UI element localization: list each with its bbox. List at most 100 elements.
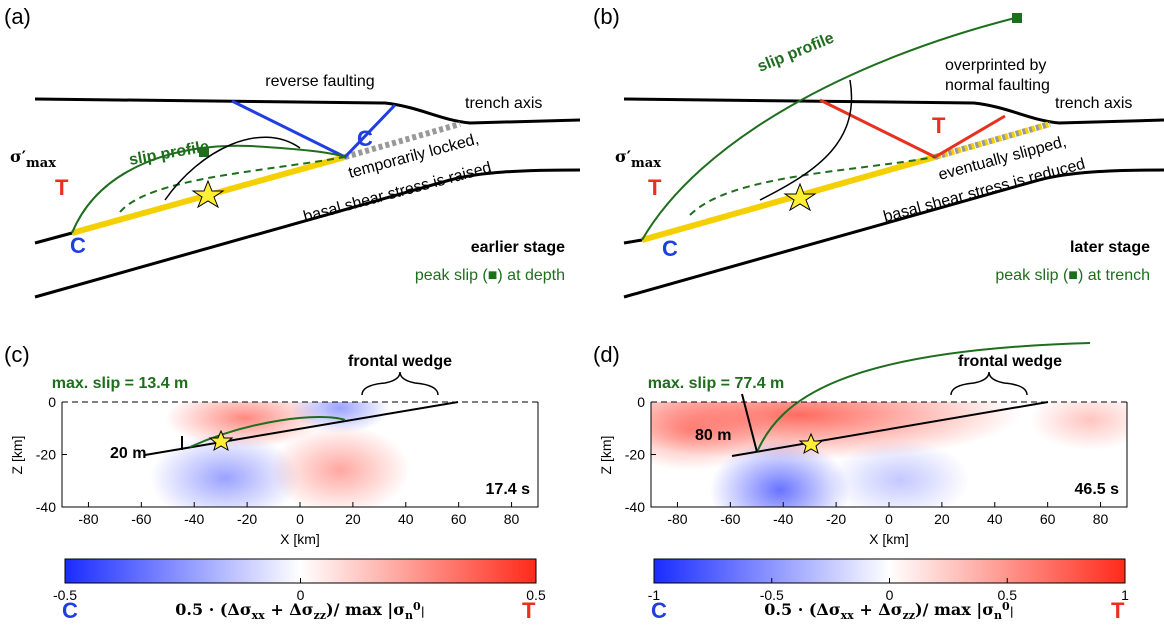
formula-part: )/ max |σ xyxy=(915,600,994,619)
slab-base xyxy=(34,168,581,299)
time-label: 17.4 s xyxy=(486,481,531,498)
formula-part: 0 xyxy=(413,600,421,613)
peak-marker xyxy=(1012,13,1022,23)
formula-part: 0 xyxy=(1002,600,1010,613)
annotation: trench axis xyxy=(465,95,542,112)
sigma-label: σ′max xyxy=(10,147,56,171)
x-tick-label: 20 xyxy=(345,511,361,527)
annotation: max. slip = 77.4 m xyxy=(648,375,785,392)
x-tick-label: -40 xyxy=(184,511,204,527)
compression-label: C xyxy=(357,126,373,151)
compression-label: C xyxy=(662,236,678,261)
time-label: 46.5 s xyxy=(1075,481,1120,498)
y-tick-label: 0 xyxy=(48,394,56,410)
brace xyxy=(950,371,1028,396)
colorbar-tick-label: 0 xyxy=(297,587,305,603)
shape xyxy=(150,433,300,507)
stage-label: earlier stage xyxy=(471,239,565,256)
formula-part: + Δσ xyxy=(265,600,314,619)
panel-c: (c) max. slip = 13.4 m frontal wedge 20 … xyxy=(4,342,546,623)
tension-label: T xyxy=(932,113,946,138)
slip-dashed xyxy=(119,156,346,213)
stress-field xyxy=(651,402,1127,507)
compression-label: C xyxy=(70,233,86,258)
x-tick-label: 60 xyxy=(1040,511,1056,527)
annotation: 80 m xyxy=(695,427,731,444)
y-tick-label: -20 xyxy=(36,447,56,463)
sigma-sub: max xyxy=(631,156,661,171)
panel-label: (a) xyxy=(4,4,31,29)
slip-profile-label: slip profile xyxy=(755,30,836,76)
y-tick-label: -40 xyxy=(36,499,56,515)
sigma: σ′ xyxy=(10,147,26,166)
interface xyxy=(623,238,643,245)
slip-curve xyxy=(756,342,1091,453)
annotation: trench axis xyxy=(1055,95,1132,112)
x-tick-label: -20 xyxy=(826,511,846,527)
panel-label: (d) xyxy=(593,342,620,367)
slip-profile-curve xyxy=(641,17,1016,241)
slip-arrow xyxy=(741,393,758,453)
fault xyxy=(144,401,459,456)
surface xyxy=(623,97,1164,125)
peak-marker xyxy=(199,147,209,157)
x-tick-label: 60 xyxy=(451,511,467,527)
trench-segment xyxy=(344,121,461,160)
y-axis-label: Z [km] xyxy=(598,436,614,475)
formula-part: | xyxy=(1010,605,1014,618)
colorbar-tick-label: 0.5 xyxy=(526,587,546,603)
annotation: 20 m xyxy=(110,445,146,462)
formula-part: zz xyxy=(314,609,327,622)
interface xyxy=(34,231,73,245)
hypocenter xyxy=(208,429,234,452)
formula-part: n xyxy=(994,609,1002,622)
x-tick-label: -20 xyxy=(237,511,257,527)
x-axis-label: X [km] xyxy=(869,531,909,547)
x-tick-label: -60 xyxy=(720,511,740,527)
x-tick-label: 20 xyxy=(934,511,950,527)
formula-part: )/ max |σ xyxy=(326,600,405,619)
colorbar-formula: 0.5 · (Δσxx + Δσzz)/ max |σn0| xyxy=(175,600,424,622)
x-tick-label: -40 xyxy=(773,511,793,527)
slab-base xyxy=(623,168,1164,299)
y-tick-label: -20 xyxy=(625,447,645,463)
shape xyxy=(710,440,850,507)
x-tick-label: -80 xyxy=(667,511,687,527)
x-axis-label: X [km] xyxy=(280,531,320,547)
hypocenter xyxy=(783,182,817,212)
formula-part: + Δσ xyxy=(854,600,903,619)
colorbar-label: C xyxy=(651,598,667,623)
annotation: frontal wedge xyxy=(958,353,1062,370)
shape xyxy=(270,425,410,507)
formula-part: zz xyxy=(903,609,916,622)
peak-label: peak slip (■) at trench xyxy=(995,267,1150,284)
normal-faults xyxy=(819,98,1006,159)
formula-part: 0.5 · (Δσ xyxy=(764,600,840,619)
x-tick-label: 0 xyxy=(296,511,304,527)
annotation: overprinted by xyxy=(945,57,1046,74)
surface xyxy=(34,97,581,125)
annotation: normal faulting xyxy=(945,77,1050,94)
colorbar-tick-label: 1 xyxy=(1121,587,1129,603)
colorbar-label: T xyxy=(1111,598,1125,623)
colorbar-label: T xyxy=(522,598,536,623)
x-tick-label: -80 xyxy=(78,511,98,527)
shape xyxy=(830,440,970,507)
x-tick-label: 40 xyxy=(398,511,414,527)
x-tick-label: 80 xyxy=(1093,511,1109,527)
annotation: frontal wedge xyxy=(348,353,452,370)
stress-field xyxy=(150,402,410,507)
annotation: reverse faulting xyxy=(265,73,374,90)
formula-part: xx xyxy=(841,609,855,622)
panel-a: (a) slip profile reverse faulting trench… xyxy=(4,4,581,299)
slipped-interface xyxy=(641,154,936,243)
sigma-label: σ′max xyxy=(615,147,661,171)
colorbar-tick-label: -0.5 xyxy=(53,587,77,603)
arrow xyxy=(164,136,301,201)
y-axis-label: Z [km] xyxy=(9,436,25,475)
annotation: max. slip = 13.4 m xyxy=(52,375,189,392)
x-tick-label: 0 xyxy=(885,511,893,527)
colorbar-tick-label: -1 xyxy=(648,587,661,603)
slip-dashed xyxy=(689,156,936,216)
